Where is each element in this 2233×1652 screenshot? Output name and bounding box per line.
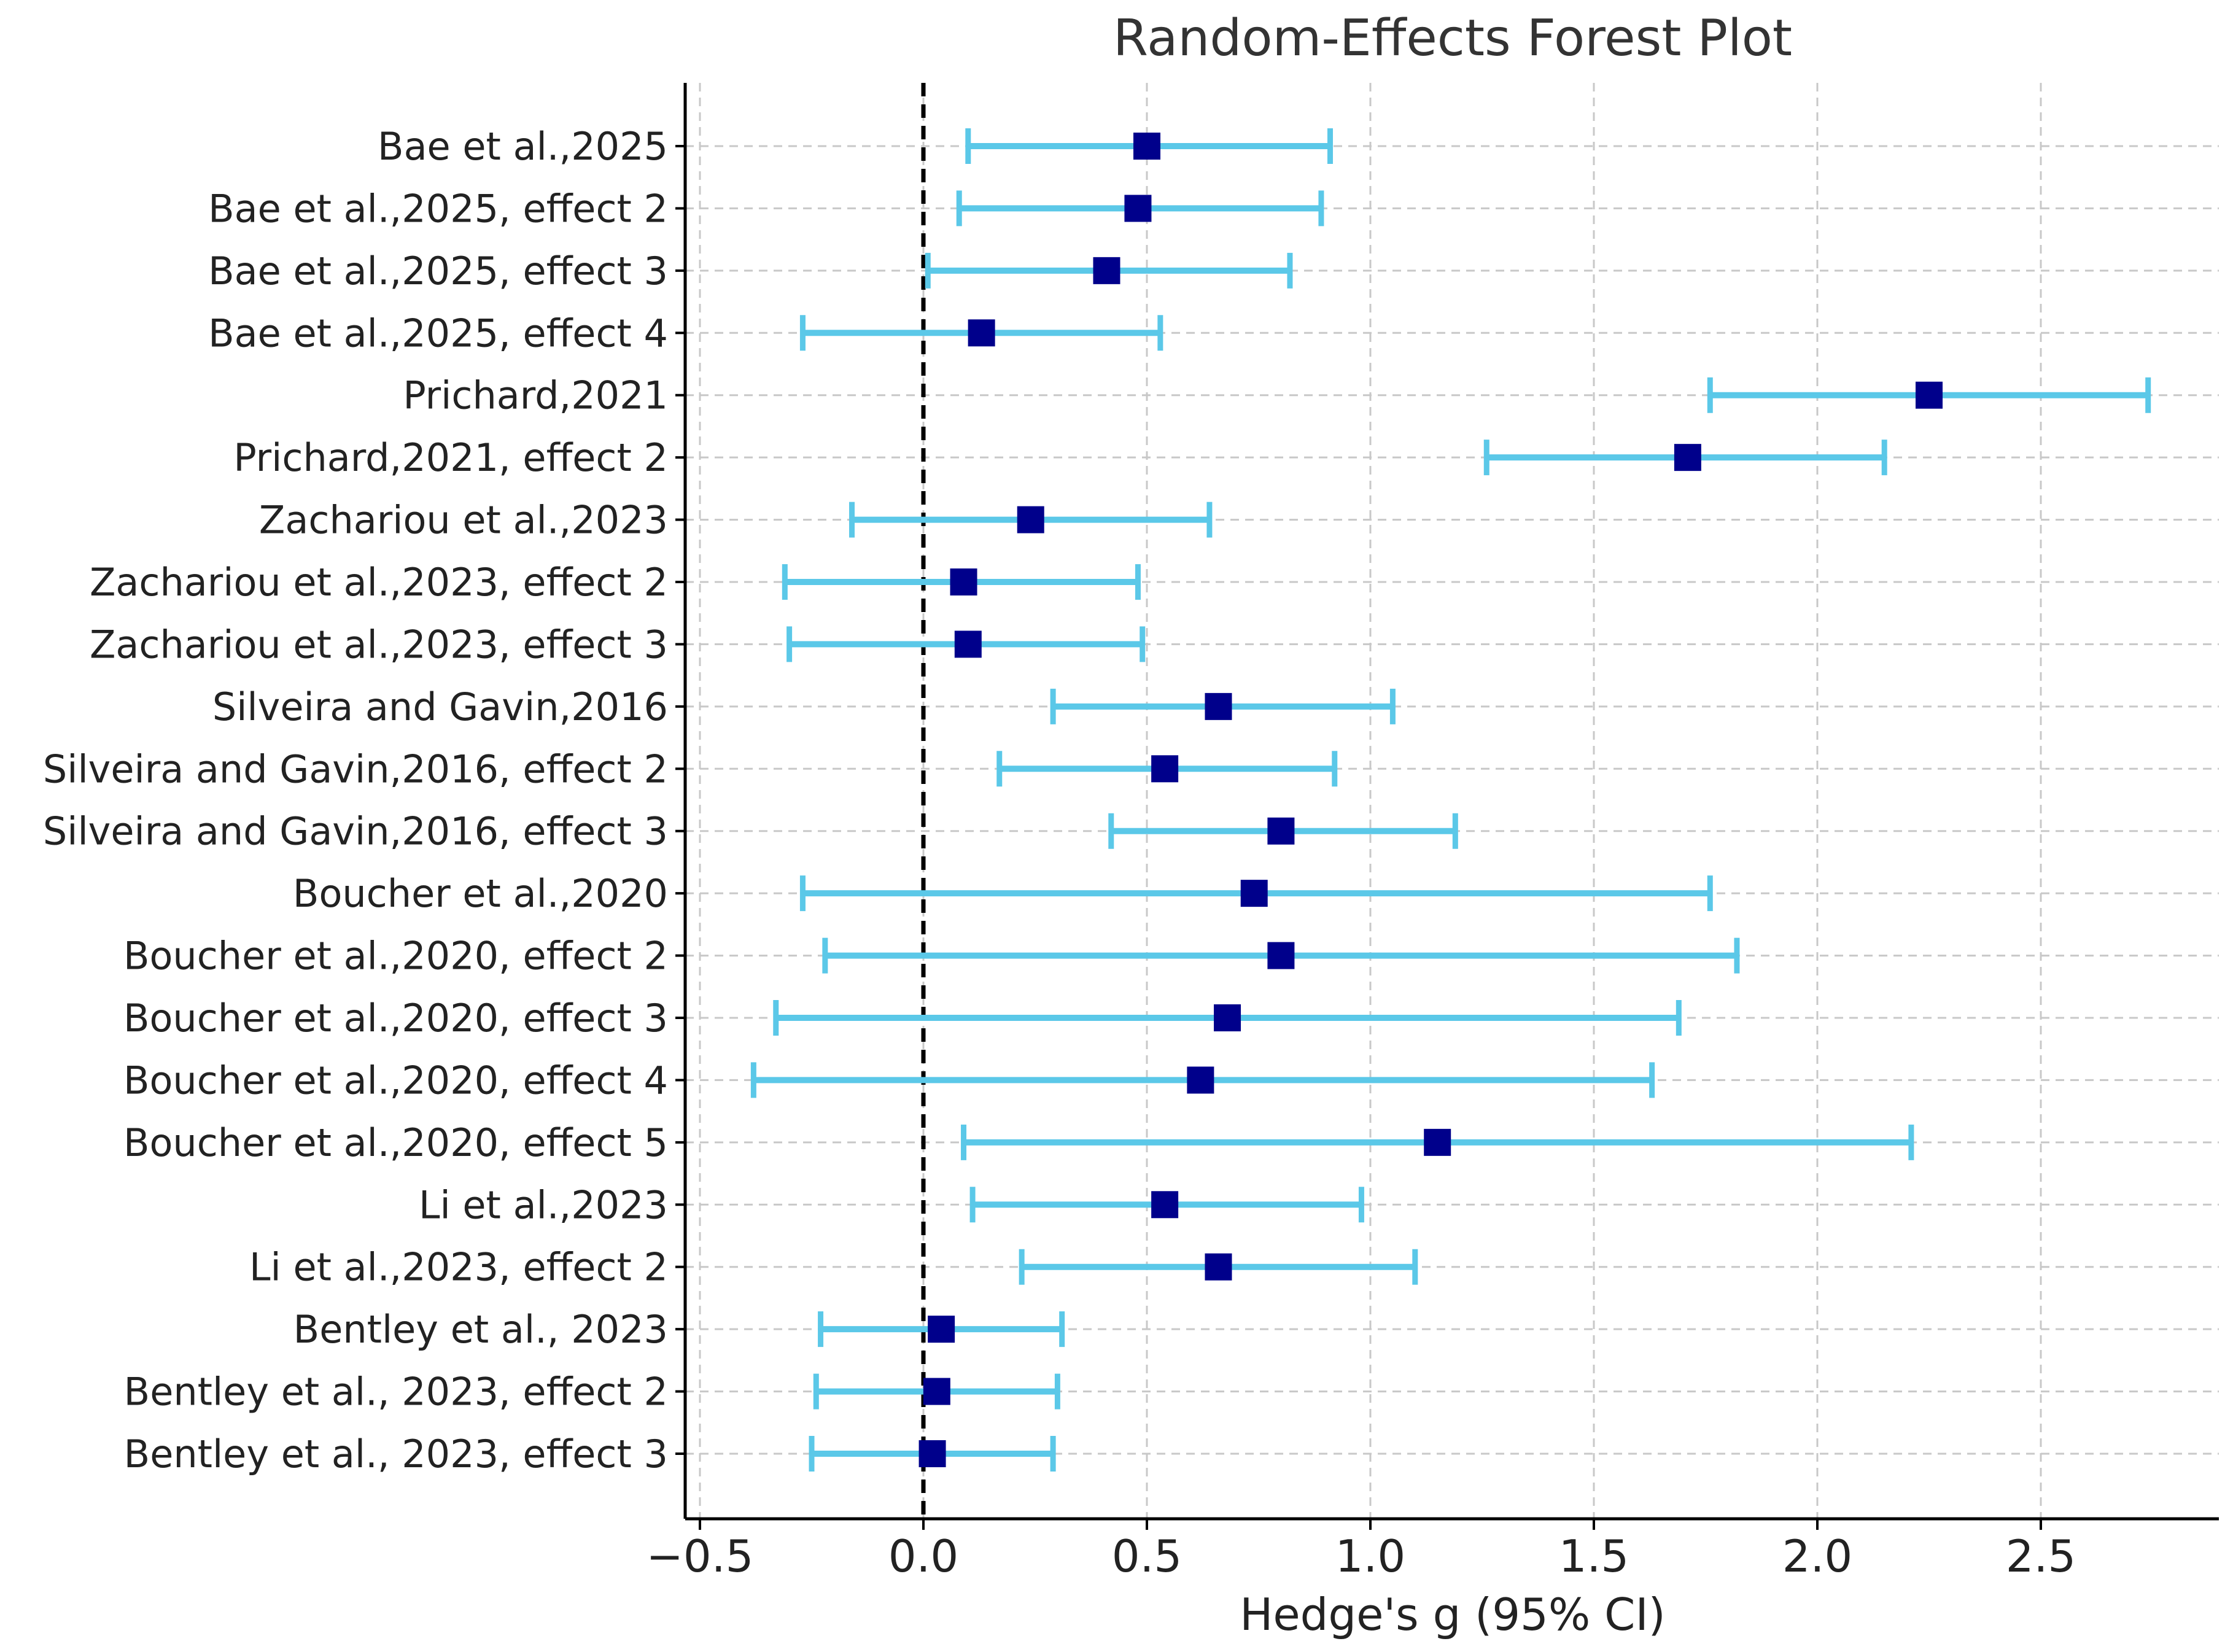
study-label: Silveira and Gavin,2016 <box>212 684 668 729</box>
study-label: Boucher et al.,2020, effect 2 <box>123 934 668 979</box>
effect-point <box>923 1378 950 1405</box>
effect-point <box>1151 755 1179 783</box>
study-label: Boucher et al.,2020, effect 3 <box>123 996 668 1041</box>
study-label: Bae et al.,2025, effect 2 <box>208 186 668 231</box>
study-label: Bentley et al., 2023 <box>293 1307 668 1352</box>
grid-layer <box>685 83 2219 1519</box>
study-label: Boucher et al.,2020, effect 5 <box>123 1120 668 1165</box>
study-label: Silveira and Gavin,2016, effect 2 <box>43 747 668 791</box>
effect-point <box>1133 133 1160 160</box>
study-label: Silveira and Gavin,2016, effect 3 <box>43 809 668 854</box>
x-tick-label: 0.0 <box>888 1530 959 1582</box>
effect-point <box>1267 817 1295 845</box>
x-tick-label: 1.5 <box>1559 1530 1629 1582</box>
effect-point <box>928 1316 955 1343</box>
study-label: Bae et al.,2025, effect 3 <box>208 249 668 293</box>
x-axis-title: Hedge's g (95% CI) <box>1240 1589 1666 1640</box>
study-label: Prichard,2021 <box>403 373 668 418</box>
effect-point <box>1214 1004 1241 1031</box>
effect-point <box>968 319 995 347</box>
effect-point <box>1093 257 1120 284</box>
x-tick-label: 2.0 <box>1782 1530 1853 1582</box>
x-tick-label: 1.0 <box>1335 1530 1406 1582</box>
effect-point <box>954 630 982 658</box>
study-label: Zachariou et al.,2023 <box>259 498 668 543</box>
effect-point <box>1205 1253 1232 1281</box>
axis-layer <box>683 83 2219 1521</box>
study-label: Bae et al.,2025 <box>378 124 668 169</box>
x-tick-label: −0.5 <box>647 1530 754 1582</box>
x-tick-layer: −0.5 0.0 0.5 1.0 1.5 2.0 2.5 <box>647 1519 2076 1582</box>
x-tick-label: 2.5 <box>2006 1530 2076 1582</box>
point-layer <box>918 133 1943 1467</box>
study-label: Zachariou et al.,2023, effect 2 <box>90 560 668 605</box>
effect-point <box>1017 506 1044 533</box>
effect-point <box>1674 444 1701 471</box>
study-label-layer: Bae et al.,2025 Bae et al.,2025, effect 2… <box>43 124 685 1476</box>
study-label: Prichard,2021, effect 2 <box>233 435 668 480</box>
effect-point <box>1205 692 1232 720</box>
chart-title: Random-Effects Forest Plot <box>1113 9 1792 68</box>
study-label: Zachariou et al.,2023, effect 3 <box>90 622 668 667</box>
effect-point <box>1187 1066 1214 1094</box>
study-label: Boucher et al.,2020 <box>293 871 668 916</box>
study-label: Bentley et al., 2023, effect 3 <box>124 1432 668 1476</box>
effect-point <box>918 1440 946 1467</box>
ci-layer <box>750 128 2151 1472</box>
effect-point <box>1916 381 1943 409</box>
effect-point <box>1124 195 1152 222</box>
effect-point <box>1240 880 1268 907</box>
study-label: Bentley et al., 2023, effect 2 <box>124 1370 668 1414</box>
study-label: Boucher et al.,2020, effect 4 <box>123 1058 668 1103</box>
effect-point <box>950 568 977 595</box>
study-label: Bae et al.,2025, effect 4 <box>208 311 668 355</box>
effect-point <box>1267 942 1295 969</box>
effect-point <box>1151 1191 1179 1219</box>
effect-point <box>1424 1128 1451 1156</box>
study-label: Li et al.,2023, effect 2 <box>249 1245 668 1290</box>
x-tick-label: 0.5 <box>1112 1530 1183 1582</box>
study-label: Li et al.,2023 <box>419 1182 668 1227</box>
